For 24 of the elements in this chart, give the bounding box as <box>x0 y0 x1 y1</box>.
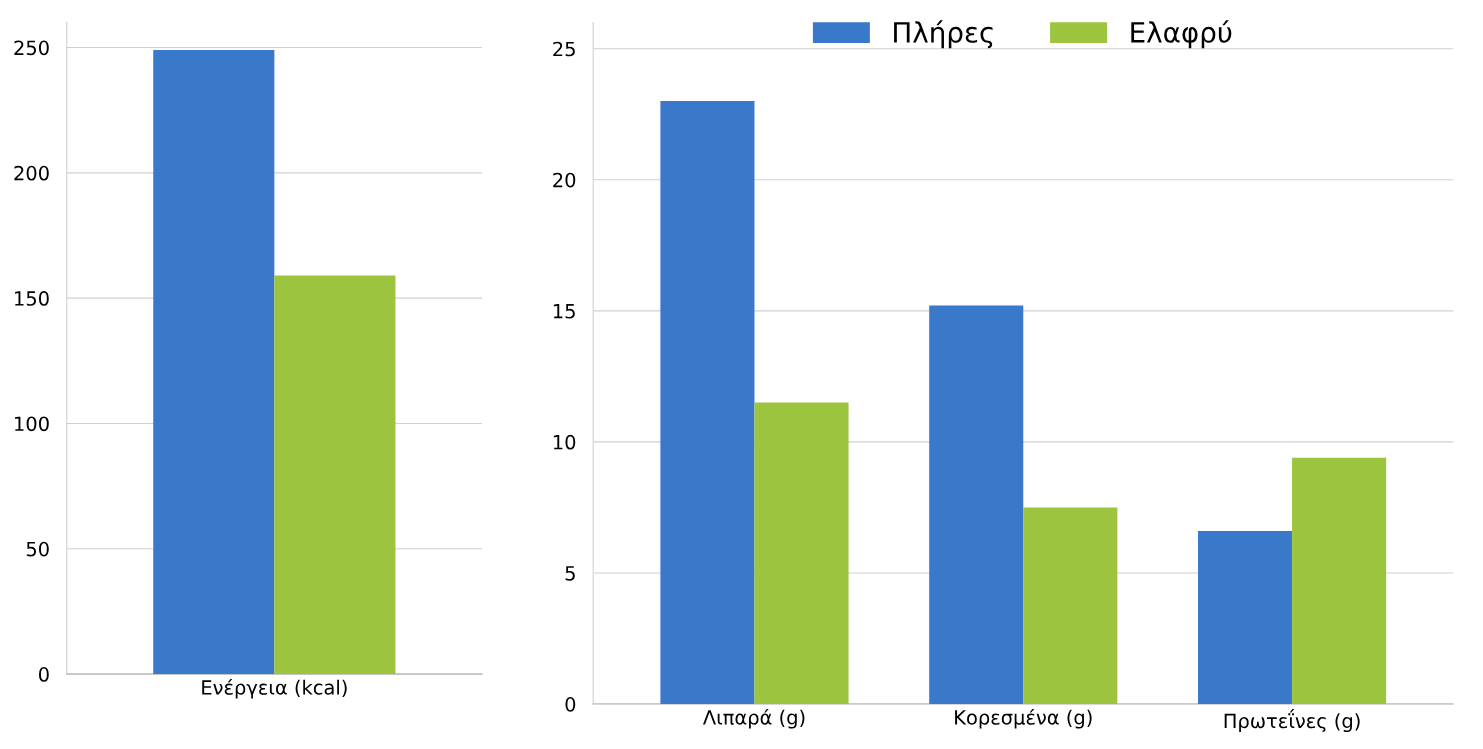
y-tick-label: 10 <box>553 434 576 450</box>
bar <box>1023 507 1118 705</box>
x-tick-label: Κορεσμένα (g) <box>955 708 1092 729</box>
bar <box>660 101 755 705</box>
y-tick-label: 0 <box>38 667 49 682</box>
bar <box>929 305 1024 705</box>
y-tick-label: 50 <box>26 541 49 557</box>
y-tick-label: 150 <box>15 291 49 306</box>
y-tick-label: 15 <box>553 304 575 319</box>
legend-label: Πλήρες <box>894 20 993 49</box>
y-tick-label: 0 <box>565 697 576 712</box>
legend-label: Ελαφρύ <box>1131 20 1232 49</box>
x-tick-label: Πρωτεΐνες (g) <box>1224 708 1360 733</box>
y-tick-label: 200 <box>14 165 49 181</box>
y-tick-label: 20 <box>553 172 576 188</box>
y-tick-label: 25 <box>553 41 575 57</box>
x-tick-label: Ενέργεια (kcal) <box>202 678 347 699</box>
y-tick-label: 5 <box>565 566 575 581</box>
bar <box>1197 531 1293 705</box>
y-tick-label: 100 <box>15 416 49 432</box>
y-tick-label: 250 <box>14 40 49 56</box>
bar <box>1292 457 1387 705</box>
x-tick-label: Λιπαρά (g) <box>703 708 805 729</box>
bar <box>754 402 849 705</box>
